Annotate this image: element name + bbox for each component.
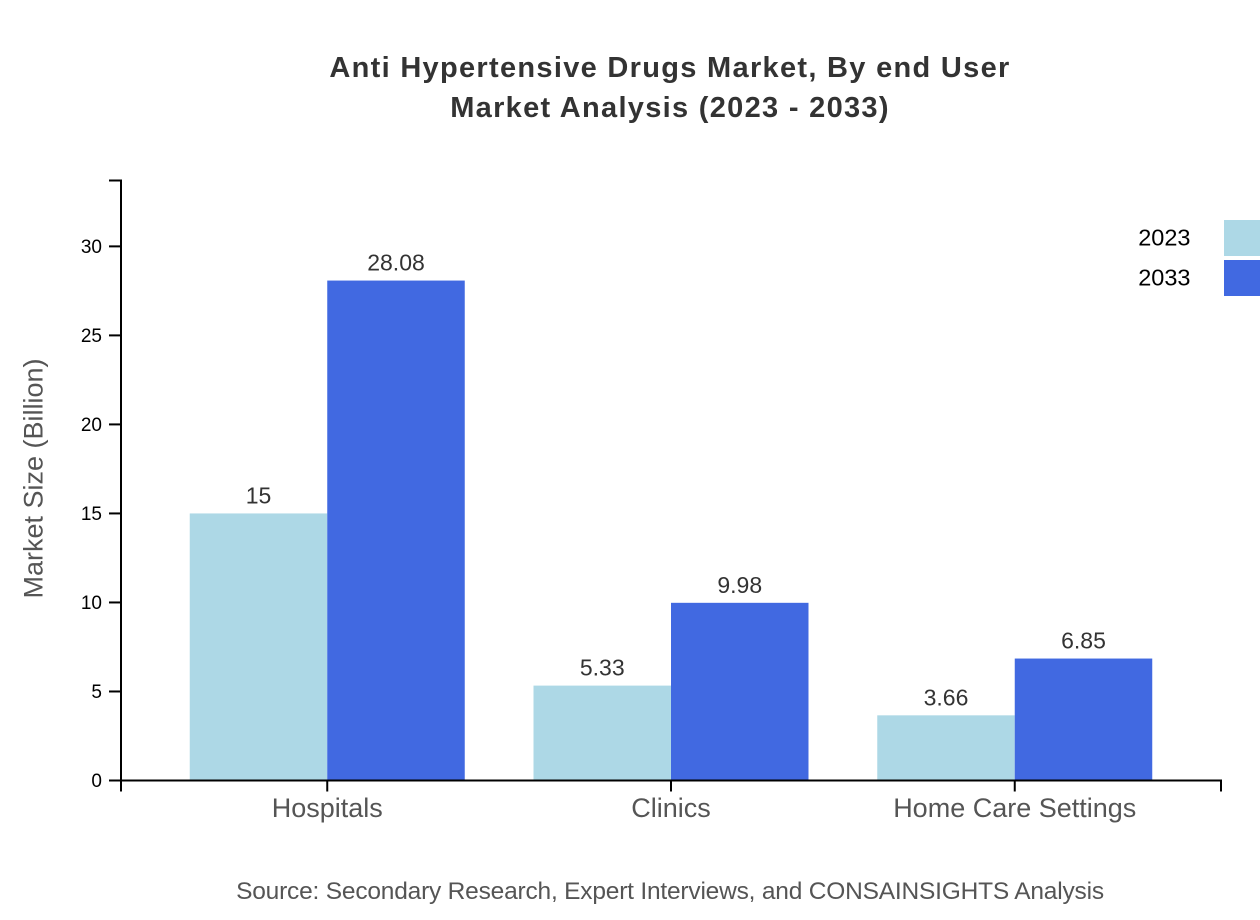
x-axis-category-label: Hospitals	[272, 793, 383, 823]
y-axis-tick-label: 30	[81, 237, 102, 258]
chart-title-line-2: Market Analysis (2023 - 2033)	[450, 92, 890, 124]
y-axis-tick-label: 0	[91, 771, 102, 792]
value-label: 15	[246, 482, 272, 508]
y-axis-tick-label: 25	[81, 326, 102, 347]
legend-swatch-2023	[1224, 220, 1260, 256]
y-axis: 0 5 10 15 20 25 30	[81, 179, 122, 792]
bar-2023-home-care-settings	[877, 715, 1015, 781]
y-axis-tick-label: 5	[91, 682, 102, 703]
value-label: 3.66	[924, 684, 969, 710]
x-axis-category-label: Home Care Settings	[893, 793, 1136, 823]
bar-2033-hospitals	[327, 280, 465, 781]
x-axis: Hospitals Clinics Home Care Settings	[120, 779, 1222, 823]
bar-2023-clinics	[533, 685, 671, 781]
value-label: 9.98	[717, 572, 762, 598]
legend-label-2033: 2033	[1138, 265, 1190, 291]
legend: 2023 2033	[1138, 220, 1260, 296]
y-axis-tick-label: 10	[81, 593, 102, 614]
y-axis-title: Market Size (Billion)	[19, 358, 49, 598]
bar-2023-hospitals	[189, 513, 328, 781]
chart-title-line-1: Anti Hypertensive Drugs Market, By end U…	[329, 52, 1010, 84]
y-axis-tick-label: 20	[81, 415, 102, 436]
bar-2033-home-care-settings	[1014, 658, 1153, 781]
source-note: Source: Secondary Research, Expert Inter…	[236, 878, 1104, 905]
legend-swatch-2033	[1224, 260, 1260, 296]
x-axis-category-label: Clinics	[631, 793, 711, 823]
legend-label-2023: 2023	[1138, 225, 1190, 251]
bar-2033-clinics	[671, 602, 809, 781]
value-label: 6.85	[1061, 628, 1106, 654]
y-axis-tick-label: 15	[81, 504, 102, 525]
value-labels-group: 15 5.33 3.66 28.08 9.98 6.85	[246, 250, 1106, 711]
bars-group	[189, 280, 1153, 781]
value-label: 5.33	[580, 655, 625, 681]
value-label: 28.08	[367, 250, 425, 276]
